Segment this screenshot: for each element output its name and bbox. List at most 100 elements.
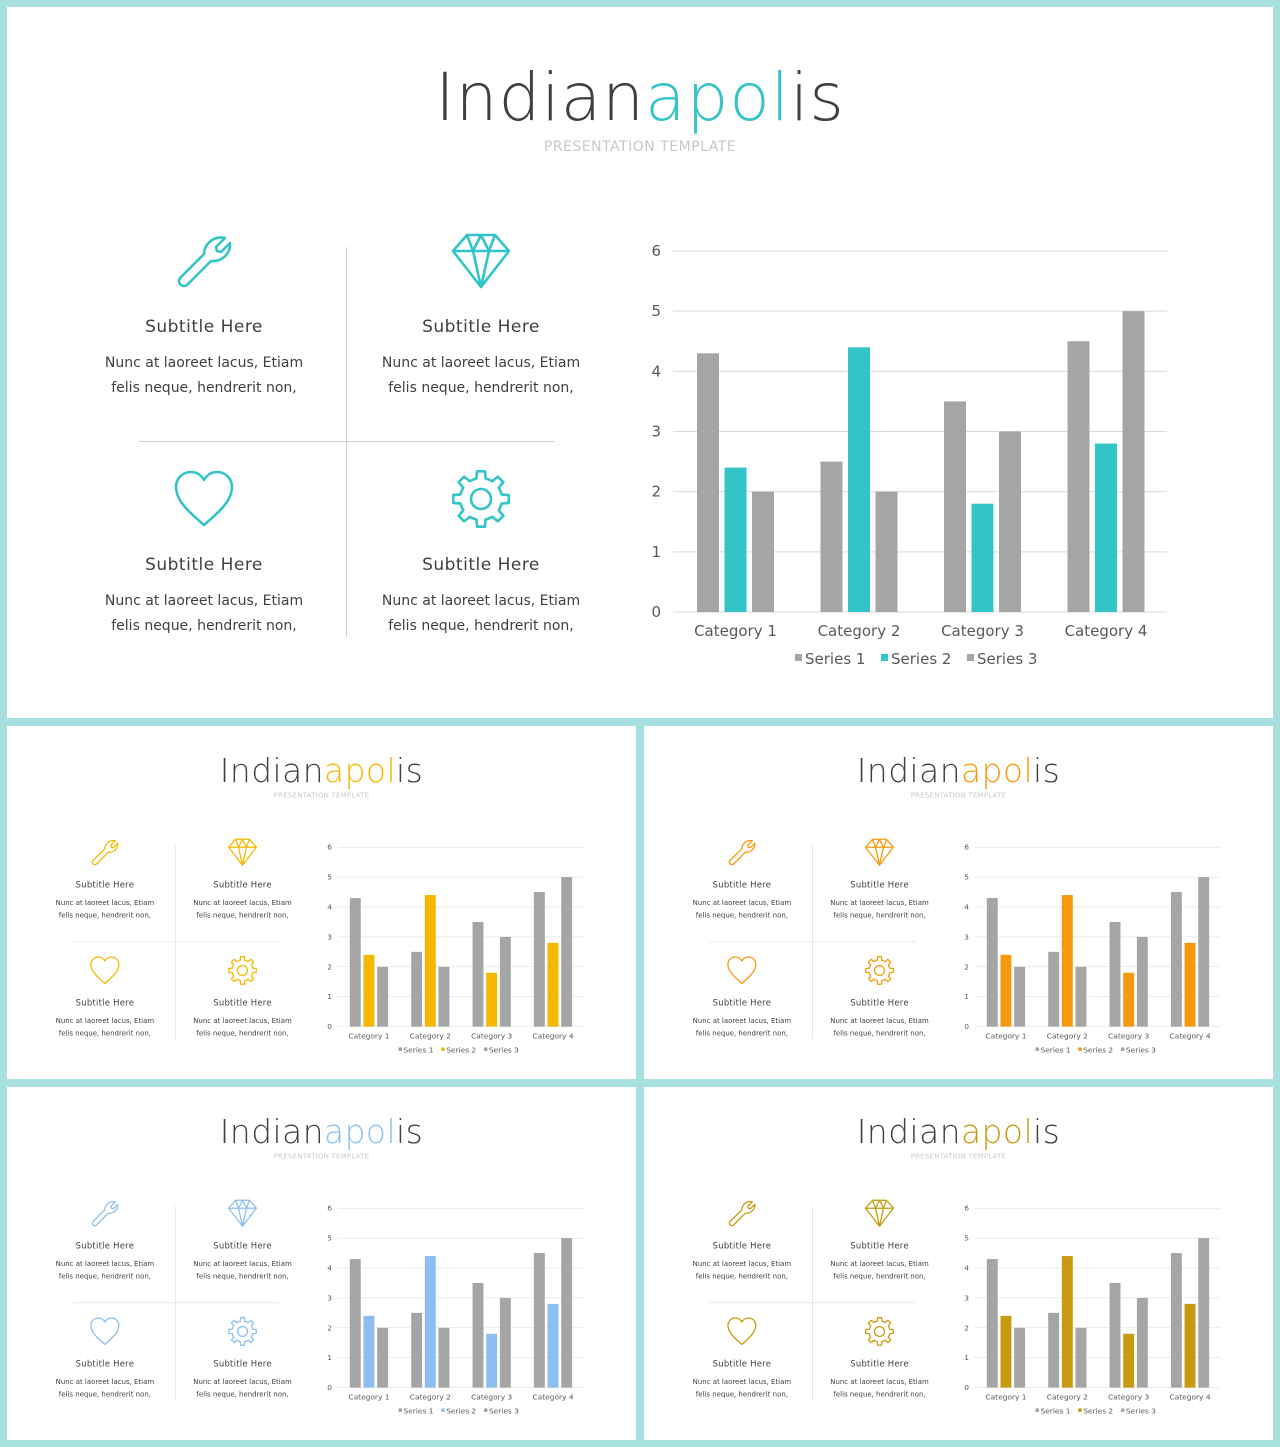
- y-tick-label: 1: [327, 1353, 332, 1362]
- bar-2: [486, 972, 498, 1027]
- feature-title: Subtitle Here: [712, 1359, 772, 1370]
- bar-3: [1075, 1327, 1087, 1388]
- slide-variant-2[interactable]: Indianapolis PRESENTATION TEMPLATE Subti…: [644, 726, 1273, 1079]
- x-tick-label: Category 3: [1108, 1393, 1149, 1402]
- x-tick-label: Category 2: [818, 622, 901, 640]
- bar-1: [1048, 951, 1060, 1027]
- y-tick-label: 6: [964, 843, 969, 852]
- x-tick-label: Category 1: [348, 1393, 389, 1402]
- feature-block: Subtitle Here Nunc at laoreet lacus, Eti…: [79, 467, 329, 639]
- legend-swatch: [483, 1408, 488, 1412]
- slide-title: Indianapolis: [219, 751, 424, 791]
- y-tick-label: 2: [964, 962, 969, 971]
- bar-3: [1198, 1238, 1210, 1388]
- bar-2: [724, 467, 747, 612]
- x-tick-label: Category 3: [471, 1393, 512, 1402]
- x-tick-label: Category 4: [1169, 1393, 1210, 1402]
- legend-swatch: [483, 1047, 488, 1051]
- feature-title: Subtitle Here: [850, 880, 909, 890]
- feature-text: Nunc at laoreet lacus, Etiam felis neque,…: [692, 898, 792, 920]
- feature-block: Subtitle Here Nunc at laoreet lacus, Eti…: [817, 1197, 941, 1282]
- y-tick-label: 4: [327, 1263, 332, 1272]
- legend-swatch: [1078, 1047, 1082, 1051]
- legend-label: Series 3: [1126, 1406, 1156, 1415]
- bar-1: [986, 1259, 998, 1388]
- feature-text: Nunc at laoreet lacus, Etiam felis neque,…: [55, 898, 155, 920]
- diamond-icon: [227, 838, 258, 866]
- bar-3: [438, 966, 450, 1027]
- x-tick-label: Category 4: [1169, 1032, 1210, 1041]
- y-tick-label: 2: [651, 483, 661, 501]
- bar-1: [1170, 892, 1182, 1027]
- bar-3: [875, 491, 898, 612]
- wrench-icon: [177, 236, 232, 288]
- feature-block: Subtitle Here Nunc at laoreet lacus, Eti…: [817, 955, 941, 1040]
- slide-main[interactable]: Indianapolis PRESENTATION TEMPLATE Subti…: [7, 7, 1273, 718]
- bar-3: [561, 1238, 573, 1388]
- gear-icon: [228, 956, 257, 985]
- y-tick-label: 3: [964, 932, 969, 941]
- legend-label: Series 2: [446, 1406, 476, 1415]
- x-tick-label: Category 1: [348, 1032, 389, 1041]
- feature-block: Subtitle Here Nunc at laoreet lacus, Eti…: [180, 955, 304, 1040]
- bar-2: [1184, 942, 1196, 1027]
- feature-text: Nunc at laoreet lacus, Etiam felis neque,…: [104, 593, 304, 634]
- bar-2: [486, 1333, 498, 1388]
- y-tick-label: 1: [327, 992, 332, 1001]
- bar-3: [1075, 966, 1087, 1027]
- feature-block: Subtitle Here Nunc at laoreet lacus, Eti…: [680, 955, 804, 1040]
- slide-variant-4[interactable]: Indianapolis PRESENTATION TEMPLATE Subti…: [644, 1087, 1273, 1440]
- y-tick-label: 3: [651, 423, 661, 441]
- feature-title: Subtitle Here: [850, 998, 909, 1009]
- bar-1: [1170, 1253, 1182, 1388]
- y-tick-label: 0: [327, 1022, 332, 1031]
- feature-block: Subtitle Here Nunc at laoreet lacus, Eti…: [180, 1197, 304, 1282]
- bar-1: [1109, 921, 1121, 1027]
- x-tick-label: Category 2: [1047, 1032, 1088, 1041]
- feature-text: Nunc at laoreet lacus, Etiam felis neque,…: [692, 1017, 792, 1038]
- feature-text: Nunc at laoreet lacus, Etiam felis neque,…: [193, 1259, 292, 1281]
- feature-title: Subtitle Here: [213, 998, 272, 1009]
- slide-variant-3[interactable]: Indianapolis PRESENTATION TEMPLATE Subti…: [7, 1087, 636, 1440]
- diamond-icon: [451, 233, 511, 289]
- diamond-icon: [227, 1199, 258, 1227]
- feature-text: Nunc at laoreet lacus, Etiam felis neque,…: [193, 1017, 292, 1038]
- gear-icon: [865, 1317, 894, 1346]
- legend-label: Series 1: [403, 1406, 433, 1415]
- bar-2: [1095, 443, 1117, 612]
- x-tick-label: Category 1: [985, 1393, 1026, 1402]
- diamond-icon: [864, 838, 895, 866]
- legend-swatch: [398, 1047, 402, 1051]
- bar-1: [411, 1312, 423, 1388]
- bar-2: [424, 895, 436, 1027]
- y-tick-label: 1: [651, 543, 661, 561]
- feature-text: Nunc at laoreet lacus, Etiam felis neque,…: [381, 355, 581, 396]
- feature-text: Nunc at laoreet lacus, Etiam felis neque,…: [692, 1378, 792, 1399]
- bar-1: [697, 353, 719, 612]
- slide-subtitle: PRESENTATION TEMPLATE: [910, 791, 1007, 800]
- bar-1: [472, 1282, 484, 1388]
- bar-3: [438, 1327, 450, 1388]
- legend-label: Series 3: [489, 1406, 519, 1415]
- feature-text: Nunc at laoreet lacus, Etiam felis neque,…: [193, 1378, 292, 1399]
- heart-icon: [90, 956, 120, 985]
- bar-2: [1184, 1303, 1196, 1388]
- feature-title: Subtitle Here: [75, 880, 135, 890]
- slide-title: Indianapolis: [435, 59, 845, 136]
- y-tick-label: 6: [327, 843, 332, 852]
- feature-block: Subtitle Here Nunc at laoreet lacus, Eti…: [79, 229, 329, 401]
- heart-icon: [174, 470, 234, 527]
- feature-block: Subtitle Here Nunc at laoreet lacus, Eti…: [43, 1316, 167, 1401]
- feature-title: Subtitle Here: [712, 998, 772, 1009]
- feature-text: Nunc at laoreet lacus, Etiam felis neque,…: [692, 1259, 792, 1281]
- bar-2: [547, 1303, 559, 1388]
- y-tick-label: 0: [964, 1022, 969, 1031]
- divider-horizontal: [139, 441, 554, 442]
- feature-block: Subtitle Here Nunc at laoreet lacus, Eti…: [43, 836, 167, 921]
- slide-title: Indianapolis: [219, 1112, 424, 1152]
- slide-variant-1[interactable]: Indianapolis PRESENTATION TEMPLATE Subti…: [7, 726, 636, 1079]
- bar-1: [1067, 341, 1090, 612]
- y-tick-label: 6: [327, 1204, 332, 1213]
- legend-swatch: [1120, 1047, 1125, 1051]
- gear-icon: [228, 1317, 257, 1346]
